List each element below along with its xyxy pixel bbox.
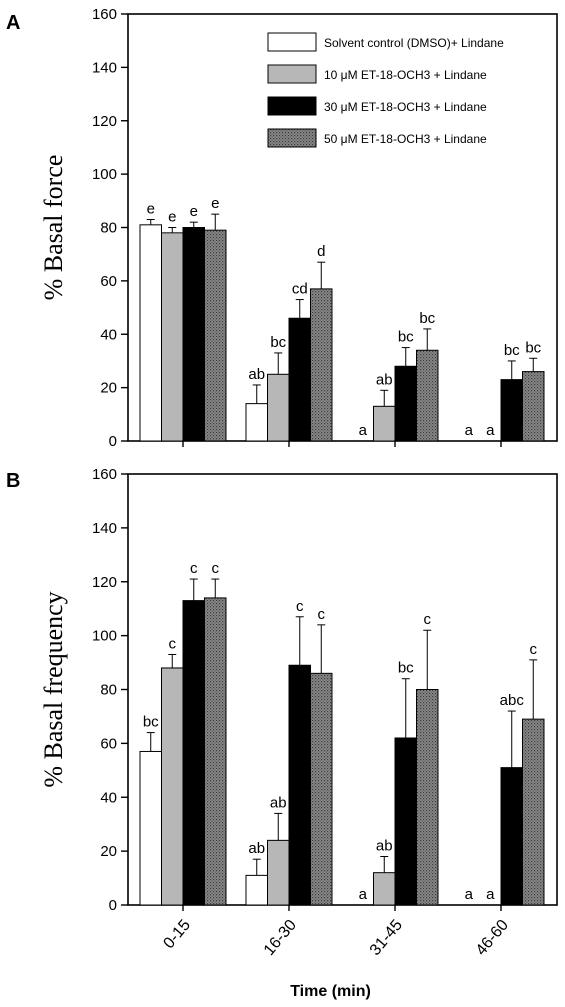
x-tick-label: 46-60 bbox=[473, 917, 512, 959]
legend-entry: 50 μM ET-18-OCH3 + Lindane bbox=[324, 132, 487, 146]
x-tick-label: 0-15 bbox=[160, 917, 194, 953]
significance-label: c bbox=[318, 606, 326, 623]
significance-label: a bbox=[486, 422, 495, 439]
y-tick-label: 140 bbox=[92, 59, 117, 76]
bar bbox=[394, 737, 417, 906]
x-tick-label: 31-45 bbox=[367, 917, 406, 959]
y-tick-label: 20 bbox=[100, 380, 117, 397]
legend: Solvent control (DMSO)+ Lindane 10 μM ET-… bbox=[267, 32, 504, 148]
bar bbox=[267, 373, 290, 442]
y-tick-label: 160 bbox=[92, 6, 117, 23]
legend-entry: Solvent control (DMSO)+ Lindane bbox=[324, 36, 504, 50]
significance-label: a bbox=[359, 422, 368, 439]
significance-label: ab bbox=[270, 794, 287, 811]
bar bbox=[245, 874, 268, 906]
y-axis-label: % Basal frequency bbox=[39, 591, 68, 787]
y-tick-label: 120 bbox=[92, 113, 117, 130]
bar bbox=[204, 229, 227, 442]
bar bbox=[139, 224, 162, 442]
bar bbox=[373, 872, 396, 906]
significance-label: ab bbox=[376, 371, 393, 388]
y-tick-label: 120 bbox=[92, 574, 117, 591]
y-tick-label: 100 bbox=[92, 628, 117, 645]
significance-label: a bbox=[359, 886, 368, 903]
bar bbox=[522, 718, 545, 906]
bar bbox=[416, 689, 439, 906]
bar bbox=[373, 405, 396, 442]
significance-label: c bbox=[190, 560, 198, 577]
significance-label: bc bbox=[398, 660, 414, 677]
significance-label: e bbox=[147, 200, 155, 217]
significance-label: c bbox=[296, 598, 304, 615]
significance-label: c bbox=[169, 635, 177, 652]
bar bbox=[182, 227, 205, 442]
significance-label: a bbox=[465, 886, 474, 903]
y-tick-label: 40 bbox=[100, 326, 117, 343]
significance-label: e bbox=[190, 203, 198, 220]
bar bbox=[245, 403, 268, 442]
significance-label: d bbox=[317, 243, 325, 260]
x-tick-label: 16-30 bbox=[261, 917, 300, 959]
y-tick-label: 60 bbox=[100, 273, 117, 290]
significance-label: c bbox=[424, 611, 432, 628]
significance-label: bc bbox=[525, 339, 541, 356]
bar bbox=[204, 597, 227, 906]
significance-label: cd bbox=[292, 281, 308, 298]
significance-label: a bbox=[465, 422, 474, 439]
bar bbox=[182, 600, 205, 906]
significance-label: e bbox=[168, 209, 176, 226]
bar bbox=[310, 672, 333, 906]
bar bbox=[161, 667, 184, 906]
y-tick-label: 0 bbox=[109, 433, 117, 450]
significance-label: ab bbox=[248, 366, 265, 383]
significance-label: bc bbox=[270, 334, 286, 351]
panel-label: B bbox=[6, 470, 20, 492]
significance-label: bc bbox=[143, 714, 159, 731]
panel-label: A bbox=[6, 12, 20, 34]
bar bbox=[139, 750, 162, 906]
y-tick-label: 0 bbox=[109, 897, 117, 914]
y-tick-label: 20 bbox=[100, 843, 117, 860]
y-tick-label: 100 bbox=[92, 166, 117, 183]
legend-swatch bbox=[267, 32, 317, 52]
legend-entry: 30 μM ET-18-OCH3 + Lindane bbox=[324, 100, 487, 114]
legend-swatch bbox=[267, 96, 317, 116]
bar bbox=[522, 371, 545, 442]
y-axis-label: % Basal force bbox=[39, 155, 68, 301]
y-tick-label: 140 bbox=[92, 520, 117, 537]
significance-label: ab bbox=[376, 838, 393, 855]
significance-label: c bbox=[530, 641, 538, 658]
bar bbox=[500, 379, 523, 442]
legend-entry: 10 μM ET-18-OCH3 + Lindane bbox=[324, 68, 487, 82]
bar bbox=[394, 365, 417, 442]
legend-swatch bbox=[267, 128, 317, 148]
y-tick-label: 80 bbox=[100, 682, 117, 699]
y-tick-label: 60 bbox=[100, 735, 117, 752]
panel-b: B 0 20 40 60 80 100 120 140 160 % Basal frequency b… bbox=[6, 466, 558, 1000]
bar bbox=[288, 317, 311, 442]
bar bbox=[500, 767, 523, 906]
bar bbox=[288, 664, 311, 906]
x-axis-label: Time (min) bbox=[290, 983, 371, 1000]
y-tick-label: 80 bbox=[100, 220, 117, 237]
significance-label: abc bbox=[500, 692, 525, 709]
significance-label: c bbox=[212, 560, 220, 577]
legend-swatch bbox=[267, 64, 317, 84]
significance-label: bc bbox=[398, 329, 414, 346]
bar bbox=[310, 288, 333, 442]
significance-label: bc bbox=[419, 310, 435, 327]
y-tick-label: 160 bbox=[92, 466, 117, 483]
bar bbox=[267, 839, 290, 906]
significance-label: a bbox=[486, 886, 495, 903]
y-tick-label: 40 bbox=[100, 789, 117, 806]
significance-label: bc bbox=[504, 342, 520, 359]
bar bbox=[416, 349, 439, 442]
significance-label: ab bbox=[248, 840, 265, 857]
significance-label: e bbox=[211, 195, 219, 212]
bar bbox=[161, 232, 184, 442]
